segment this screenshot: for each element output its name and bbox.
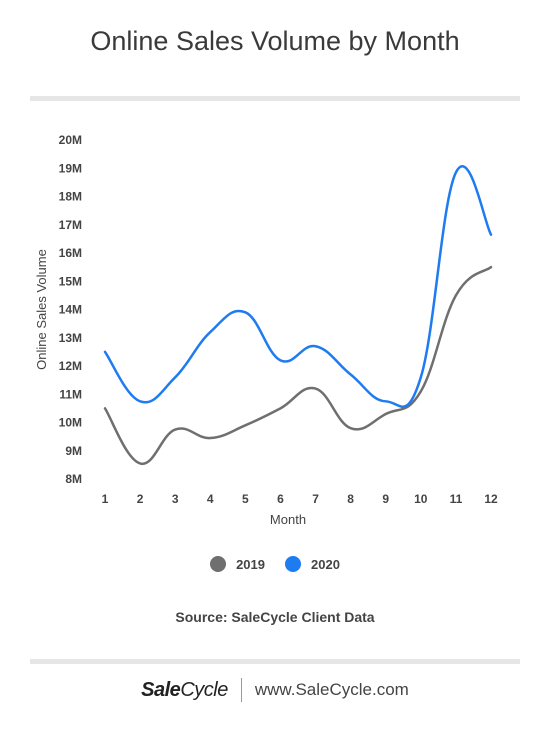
y-tick-label: 19M [59, 161, 82, 175]
x-tick-label: 5 [242, 492, 249, 506]
x-tick-label: 12 [484, 492, 498, 506]
y-tick-label: 14M [59, 303, 82, 317]
legend: 2019 2020 [0, 556, 550, 572]
legend-marker-2020 [285, 556, 301, 572]
x-tick-label: 4 [207, 492, 214, 506]
x-tick-label: 3 [172, 492, 179, 506]
bottom-divider [30, 659, 520, 664]
x-tick-label: 9 [382, 492, 389, 506]
y-tick-label: 18M [59, 190, 82, 204]
series-line-2020 [103, 165, 493, 408]
y-tick-label: 12M [59, 359, 82, 373]
x-tick-label: 10 [414, 492, 428, 506]
footer: SaleCycle www.SaleCycle.com [0, 678, 550, 702]
legend-item-2020: 2020 [285, 556, 340, 572]
y-tick-label: 17M [59, 218, 82, 232]
y-tick-label: 11M [59, 387, 82, 401]
legend-marker-2019 [210, 556, 227, 572]
y-tick-label: 20M [59, 133, 82, 147]
y-tick-label: 8M [65, 472, 82, 486]
footer-separator [240, 678, 242, 702]
source-note: Source: SaleCycle Client Data [175, 609, 375, 625]
y-tick-label: 15M [59, 274, 82, 288]
x-tick-label: 11 [450, 492, 463, 506]
legend-item-2019: 2019 [210, 556, 265, 572]
x-axis-label: Month [270, 512, 306, 527]
series-line-2019 [103, 265, 493, 465]
y-axis-label: Online Sales Volume [34, 249, 49, 370]
legend-label-2019: 2019 [236, 556, 265, 572]
y-tick-label: 13M [59, 331, 82, 345]
chart-title: Online Sales Volume by Month [90, 26, 460, 56]
legend-label-2020: 2020 [311, 556, 340, 572]
x-tick-label: 7 [312, 492, 319, 506]
x-tick-label: 6 [277, 492, 284, 506]
y-tick-label: 16M [59, 246, 82, 260]
x-tick-label: 1 [102, 492, 109, 506]
top-divider [30, 96, 520, 101]
website-link[interactable]: www.SaleCycle.com [254, 680, 409, 699]
y-tick-label: 10M [59, 416, 82, 430]
x-tick-label: 2 [137, 492, 144, 506]
y-tick-label: 9M [65, 444, 82, 458]
x-tick-label: 8 [347, 492, 354, 506]
salecycle-logo[interactable]: SaleCycle [141, 678, 228, 701]
